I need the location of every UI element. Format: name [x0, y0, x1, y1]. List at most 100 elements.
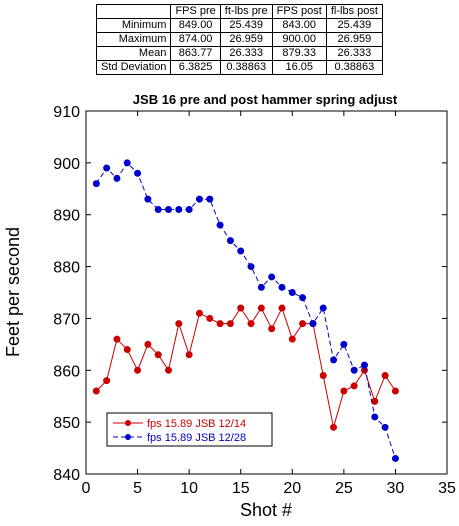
stats-cell: 874.00	[170, 32, 221, 47]
series-layer	[92, 159, 399, 462]
data-point-series-1	[288, 335, 296, 343]
data-point-series-2	[360, 361, 368, 369]
data-point-series-2	[134, 169, 142, 177]
stats-cell: 0.38863	[325, 60, 383, 75]
data-point-series-1	[257, 304, 265, 312]
x-tick-label: 25	[335, 480, 353, 497]
data-point-series-2	[247, 263, 255, 271]
data-point-series-2	[216, 221, 224, 229]
statistics-table: FPS pre ft-lbs pre FPS post fl-lbs post …	[95, 4, 383, 75]
data-point-series-2	[165, 206, 173, 214]
y-axis-label: Feet per second	[3, 227, 23, 357]
stats-row-label: Std Deviation	[95, 60, 172, 75]
stats-cell: 26.333	[219, 46, 273, 61]
data-point-series-2	[391, 454, 399, 462]
stats-row: Std Deviation 6.3825 0.38863 16.05 0.388…	[95, 60, 383, 75]
series-line-1	[95, 306, 396, 428]
stats-cell: 16.05	[271, 60, 327, 75]
data-point-series-2	[319, 304, 327, 312]
data-point-series-2	[371, 413, 379, 421]
data-point-series-2	[185, 206, 193, 214]
data-point-series-1	[350, 382, 358, 390]
x-tick-label: 15	[232, 480, 250, 497]
data-point-series-1	[134, 366, 142, 374]
data-point-series-1	[195, 309, 203, 317]
stats-header-cell: FPS pre	[170, 4, 221, 19]
data-point-series-2	[381, 423, 389, 431]
data-point-series-1	[381, 371, 389, 379]
y-tick-label: 880	[53, 260, 80, 277]
stats-row-label: Minimum	[95, 18, 172, 33]
legend-marker-series-2	[125, 434, 131, 440]
stats-cell: 26.959	[325, 32, 383, 47]
y-tick-label: 910	[53, 104, 80, 121]
data-point-series-1	[185, 351, 193, 359]
series-line-2	[95, 162, 396, 459]
plot-area	[85, 110, 448, 475]
stats-cell: 25.439	[219, 18, 273, 33]
stats-cell: 26.333	[325, 46, 383, 61]
data-point-series-1	[144, 340, 152, 348]
x-tick-label: 35	[438, 480, 456, 497]
data-point-series-2	[113, 174, 121, 182]
x-tick-label: 10	[180, 480, 198, 497]
data-point-series-1	[278, 304, 286, 312]
y-tick-label: 900	[53, 156, 80, 173]
stats-header-cell: ft-lbs pre	[219, 4, 273, 19]
legend-label-series-1: fps 15.89 JSB 12/14	[147, 418, 246, 430]
data-point-series-1	[330, 423, 338, 431]
data-point-series-1	[319, 371, 327, 379]
y-tick-label: 860	[53, 363, 80, 380]
stats-cell: 0.38863	[219, 60, 273, 75]
y-tick-label: 840	[53, 467, 80, 484]
y-tick-label: 850	[53, 415, 80, 432]
data-point-series-1	[247, 320, 255, 328]
stats-row: Mean 863.77 26.333 879.33 26.333	[95, 46, 383, 61]
x-axis-ticks: 0 5 10 15 20 25 30 35	[82, 111, 456, 497]
data-point-series-1	[371, 397, 379, 405]
data-point-series-2	[237, 247, 245, 255]
data-point-series-2	[350, 366, 358, 374]
x-tick-label: 0	[82, 480, 91, 497]
data-point-series-2	[103, 164, 111, 172]
data-point-series-2	[309, 320, 317, 328]
data-point-series-2	[257, 283, 265, 291]
legend: fps 15.89 JSB 12/14 fps 15.89 JSB 12/28	[106, 412, 273, 447]
data-point-series-1	[391, 387, 399, 395]
stats-cell: 25.439	[325, 18, 383, 33]
stats-cell: 849.00	[170, 18, 221, 33]
y-axis-ticks: 840 850 860 870 880 890 900 910	[53, 104, 447, 484]
stats-cell: 6.3825	[170, 60, 221, 75]
x-axis-label: Shot #	[240, 500, 292, 520]
data-point-series-2	[206, 195, 214, 203]
data-point-series-2	[278, 283, 286, 291]
data-point-series-2	[268, 273, 276, 281]
legend-marker-series-1	[125, 420, 131, 426]
stats-cell: 879.33	[271, 46, 327, 61]
stats-header-cell: fl-lbs post	[325, 4, 383, 19]
stats-cell: 843.00	[271, 18, 327, 33]
x-tick-label: 5	[133, 480, 142, 497]
x-tick-label: 30	[387, 480, 405, 497]
data-point-series-1	[268, 325, 276, 333]
data-point-series-1	[123, 346, 131, 354]
y-tick-label: 890	[53, 208, 80, 225]
data-point-series-2	[175, 206, 183, 214]
data-point-series-1	[92, 387, 100, 395]
stats-header-cell	[95, 4, 172, 19]
chart-title: JSB 16 pre and post hammer spring adjust	[133, 92, 398, 107]
data-point-series-2	[288, 289, 296, 296]
data-point-series-1	[206, 314, 214, 322]
data-point-series-2	[226, 237, 234, 245]
data-point-series-2	[340, 340, 348, 348]
legend-box	[106, 412, 273, 447]
stats-cell: 26.959	[219, 32, 273, 47]
stats-cell: 900.00	[271, 32, 327, 47]
data-point-series-1	[113, 335, 121, 343]
stats-cell: 863.77	[170, 46, 221, 61]
data-point-series-1	[216, 320, 224, 328]
data-point-series-1	[226, 320, 234, 328]
data-point-series-1	[299, 320, 307, 328]
y-tick-label: 870	[53, 311, 80, 328]
